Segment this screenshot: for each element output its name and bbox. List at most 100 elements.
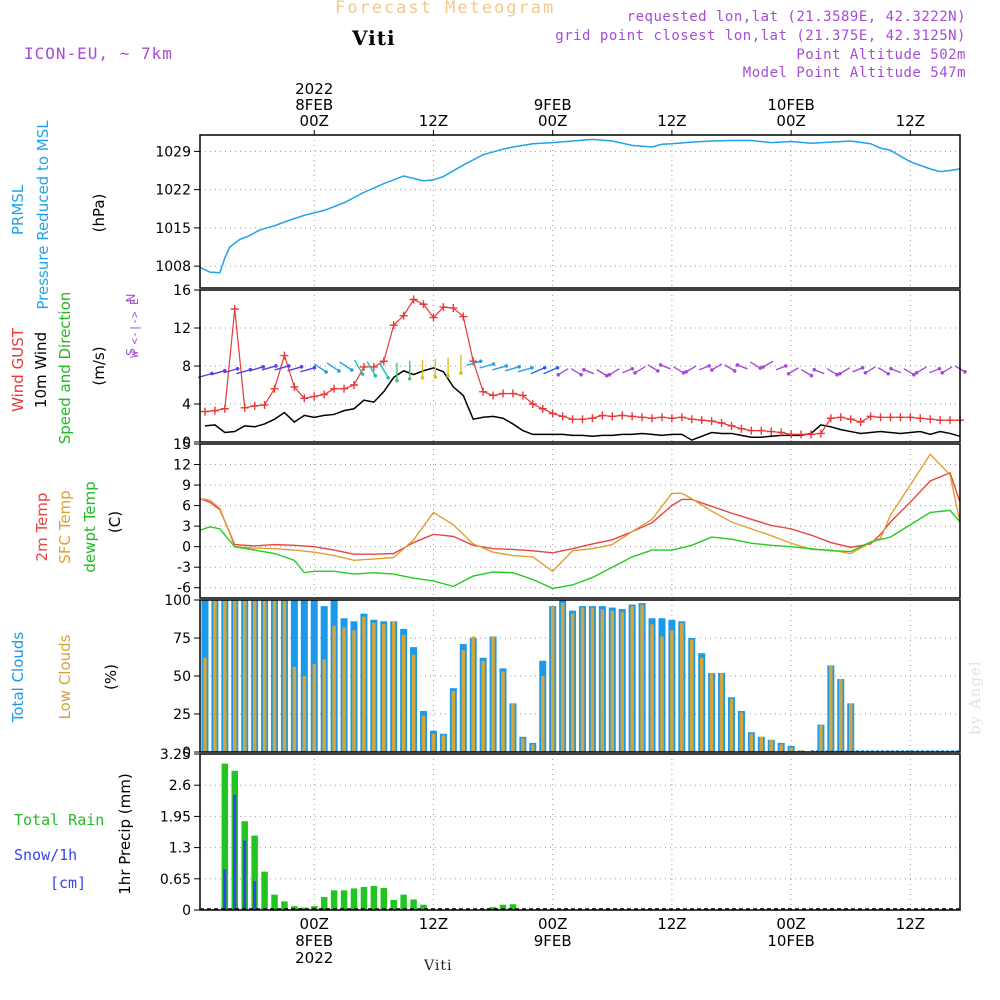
wind-direction-arrowhead	[582, 367, 586, 372]
time-label-bottom: 2022	[295, 949, 333, 967]
gust-marker	[280, 351, 289, 360]
gust-marker	[538, 404, 547, 413]
wind-direction-arrow	[326, 362, 340, 372]
y-tick-label: 9	[182, 478, 191, 494]
low-cloud-bar	[848, 703, 853, 752]
low-cloud-bar	[650, 624, 654, 752]
compass-west-east: W <-|-> E	[128, 298, 141, 358]
y-tick-label: 6	[182, 499, 191, 515]
gust-marker	[558, 412, 567, 421]
wind-direction-arrowhead	[478, 359, 483, 363]
time-label-bottom: 00Z	[300, 915, 329, 933]
low-cloud-bar	[729, 698, 734, 752]
wind-direction-arrowhead	[914, 371, 919, 375]
gust-marker	[906, 413, 915, 422]
gust-marker	[449, 304, 458, 313]
low-cloud-bar	[590, 607, 595, 752]
wind-direction-arrowhead	[235, 366, 240, 371]
gust-marker	[608, 412, 617, 421]
low-cloud-bar	[322, 659, 326, 752]
low-cloud-bar	[640, 604, 644, 752]
gust-marker	[260, 400, 269, 409]
panel-frame	[199, 753, 961, 911]
wind-direction-arrowhead	[491, 362, 496, 366]
y-tick-label: -3	[177, 560, 191, 576]
wind-direction-arrowhead	[710, 368, 714, 372]
gust-marker	[489, 391, 498, 400]
snow-bar	[243, 840, 247, 910]
gust-marker	[856, 418, 865, 427]
low-cloud-bar	[501, 671, 505, 752]
time-label-top: 12Z	[657, 112, 686, 130]
wind-direction-arrow	[916, 366, 927, 374]
y-tick-label: 25	[173, 707, 191, 723]
gust-marker	[290, 382, 299, 391]
snow-bar	[233, 794, 237, 910]
gust-marker	[846, 415, 855, 424]
wind-direction-arrow	[261, 365, 277, 371]
low-cloud-bar	[352, 630, 356, 752]
wind-direction-arrow	[903, 368, 915, 376]
low-cloud-bar	[441, 735, 446, 752]
y-tick-label: 0.65	[160, 872, 191, 888]
wind-direction-arrowhead	[889, 366, 893, 371]
panel-frame	[199, 443, 961, 599]
requested-coords: requested lon,lat (21.3589E, 42.3222N)	[626, 9, 966, 25]
wind-direction-arrow	[479, 363, 494, 369]
time-label-top: 2022	[295, 80, 333, 98]
low-cloud-bar	[709, 672, 714, 752]
low-cloud-bar	[262, 600, 267, 752]
rain-bar	[221, 763, 229, 910]
low-cloud-bar	[521, 738, 525, 752]
low-cloud-bar	[382, 624, 386, 752]
gust-marker	[657, 413, 666, 422]
dewpt-temp-line	[199, 509, 961, 590]
wind-direction-arrowhead	[630, 366, 635, 371]
wind-direction-arrowhead	[349, 368, 354, 372]
wind-direction-arrowhead	[707, 364, 711, 368]
gust-marker	[270, 384, 279, 393]
panel-0	[194, 134, 961, 289]
rain-bar	[509, 904, 517, 910]
gust-marker	[349, 381, 358, 389]
wind-direction-arrowhead	[579, 372, 583, 377]
wind-direction-arrowhead	[360, 372, 365, 376]
y-tick-label: 0	[182, 903, 191, 919]
low-cloud-bar	[600, 609, 605, 752]
gust-marker	[508, 389, 517, 398]
low-cloud-bar	[839, 679, 843, 752]
wind-direction-arrow	[609, 368, 620, 376]
rain-bar	[489, 907, 497, 910]
wind-direction-arrowhead	[556, 372, 561, 377]
wind-direction-arrowhead	[732, 369, 737, 373]
y-tick-label: 1022	[155, 183, 191, 199]
gust-marker	[747, 426, 756, 435]
panel-2	[194, 443, 961, 599]
y-tick-label: 1015	[155, 221, 191, 237]
wind-direction-arrow	[826, 368, 838, 376]
compass-north: N	[124, 294, 138, 303]
time-label-top: 8FEB	[295, 96, 333, 114]
side-label-prmsl: PRMSL	[9, 184, 27, 235]
side-label-pressure: Pressure Reduced to MSL	[34, 120, 52, 310]
y-tick-label: 0	[182, 540, 191, 556]
rain-bar	[340, 890, 348, 910]
time-label-top: 00Z	[300, 112, 329, 130]
gust-marker	[230, 305, 239, 313]
wind-direction-arrow	[517, 367, 533, 373]
low-cloud-bar	[312, 663, 316, 752]
wind-direction-arrow	[865, 366, 876, 374]
y-tick-label: 16	[173, 283, 191, 299]
wind-direction-arrowhead	[555, 365, 560, 370]
rain-bar	[281, 901, 288, 910]
y-tick-label: -6	[177, 581, 191, 597]
y-axis-label-precip: 1hr Precip (mm)	[116, 773, 134, 894]
gust-marker	[330, 384, 339, 393]
gust-marker	[767, 427, 776, 436]
wind-direction-arrow	[801, 369, 812, 377]
wind-direction-arrow	[223, 368, 238, 374]
low-cloud-bar	[680, 622, 684, 752]
y-axis-label-ms: (m/s)	[90, 346, 108, 385]
gust-marker	[548, 409, 557, 418]
wind-direction-arrow	[941, 366, 953, 374]
